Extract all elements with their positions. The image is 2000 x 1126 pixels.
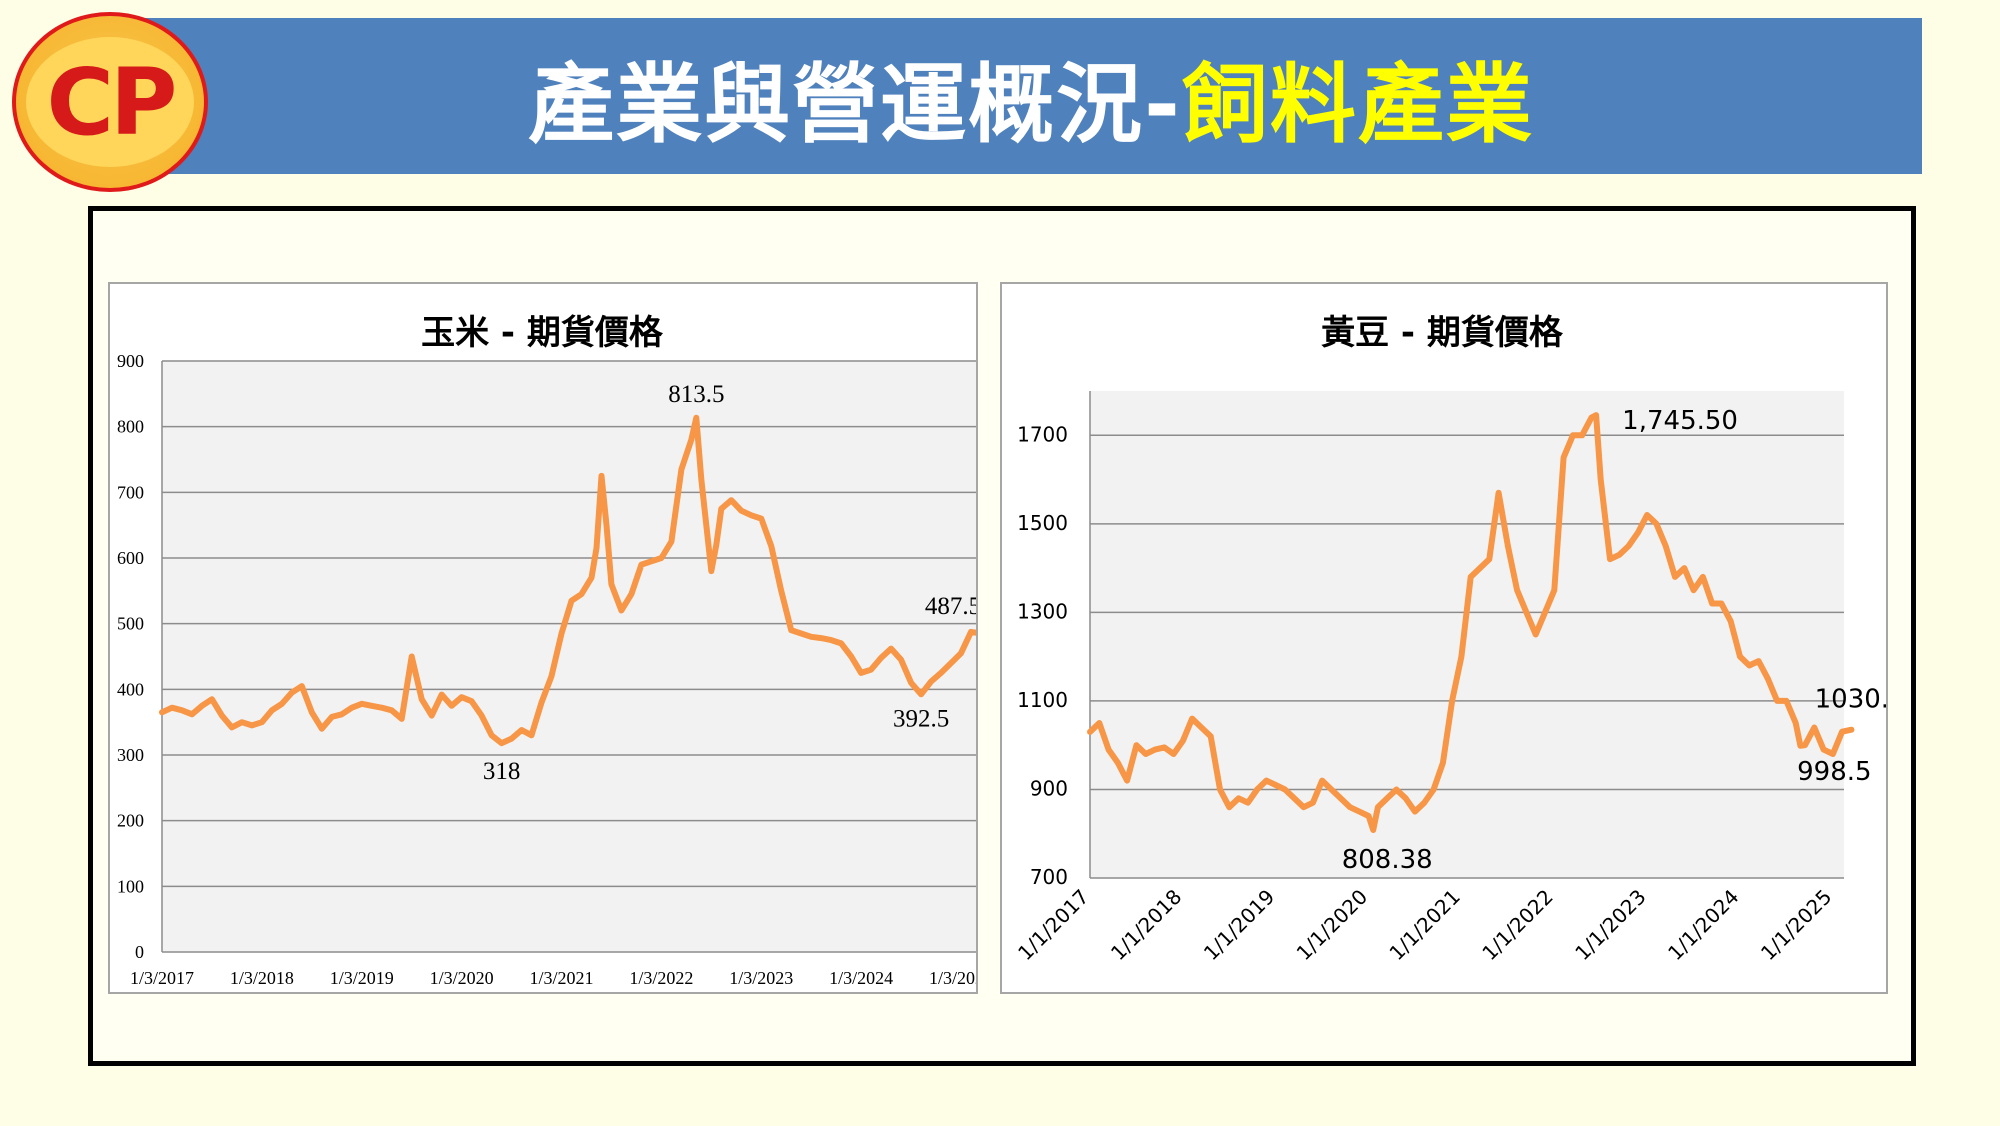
page-title: 產業與營運概況- 飼料產業 — [140, 18, 1922, 174]
x-tick-label: 1/1/2024 — [1663, 885, 1743, 965]
x-tick-label: 1/1/2022 — [1477, 885, 1557, 965]
y-tick-label: 900 — [1030, 776, 1068, 800]
x-tick-label: 1/3/2024 — [829, 968, 893, 988]
data-label: 813.5 — [668, 381, 724, 408]
y-tick-label: 200 — [117, 811, 144, 831]
y-tick-label: 700 — [117, 482, 144, 502]
y-tick-label: 1100 — [1017, 688, 1068, 712]
page-title-highlight: 飼料產業 — [1181, 54, 1534, 155]
price-series-line — [159, 414, 976, 747]
x-tick-label: 1/1/2023 — [1570, 885, 1650, 965]
price-series-line — [1087, 412, 1855, 833]
y-tick-label: 100 — [117, 876, 144, 896]
x-tick-label: 1/3/2023 — [729, 968, 793, 988]
x-tick-label: 1/3/2017 — [130, 968, 194, 988]
title-banner — [140, 18, 1922, 174]
y-tick-label: 600 — [117, 548, 144, 568]
data-label: 1030.5 — [1815, 685, 1886, 715]
x-tick-label: 1/3/2020 — [430, 968, 494, 988]
x-tick-label: 1/1/2021 — [1384, 885, 1464, 965]
x-tick-label: 1/1/2019 — [1199, 885, 1279, 965]
x-tick-label: 1/3/2018 — [230, 968, 294, 988]
y-tick-label: 900 — [117, 351, 144, 371]
y-tick-label: 300 — [117, 745, 144, 765]
x-tick-label: 1/3/2019 — [330, 968, 394, 988]
x-tick-label: 1/1/2025 — [1756, 885, 1836, 965]
plot-area — [1090, 391, 1844, 878]
x-tick-label: 1/1/2017 — [1013, 885, 1093, 965]
y-tick-label: 0 — [135, 942, 144, 962]
data-label: 998.5 — [1797, 757, 1871, 787]
y-tick-label: 700 — [1030, 865, 1068, 889]
x-tick-label: 1/1/2018 — [1106, 885, 1186, 965]
cp-logo-text: CP — [46, 48, 178, 156]
page-title-main: 產業與營運概況- — [528, 54, 1182, 155]
plot-area — [162, 361, 976, 952]
x-tick-label: 1/3/2021 — [530, 968, 594, 988]
data-label: 318 — [483, 758, 521, 785]
y-tick-label: 1500 — [1017, 511, 1068, 535]
chart-title: 玉米 - 期貨價格 — [421, 313, 664, 353]
cp-logo-badge: CP — [26, 37, 194, 167]
data-label: 1,745.50 — [1622, 406, 1738, 436]
data-label: 808.38 — [1342, 845, 1433, 875]
data-label: 487.5 — [925, 593, 976, 620]
y-tick-label: 1700 — [1017, 422, 1068, 446]
y-tick-label: 500 — [117, 614, 144, 634]
y-tick-label: 800 — [117, 417, 144, 437]
y-tick-label: 1300 — [1017, 599, 1068, 623]
data-label: 392.5 — [893, 705, 949, 732]
corn-chart-panel: 玉米 - 期貨價格 0 100 200 300 400 500 600 700 800 900 1/3… — [108, 282, 978, 994]
x-tick-label: 1/3/2022 — [629, 968, 693, 988]
y-tick-label: 400 — [117, 679, 144, 699]
x-tick-label: 1/3/2025 — [929, 968, 976, 988]
x-tick-label: 1/1/2020 — [1292, 885, 1372, 965]
corn-futures-chart: 玉米 - 期貨價格 0 100 200 300 400 500 600 700 800 900 1/3… — [117, 313, 976, 988]
chart-title: 黃豆 - 期貨價格 — [1321, 313, 1564, 353]
cp-logo: CP — [12, 12, 208, 192]
soybean-chart-panel: 黃豆 - 期貨價格 700 900 1100 1300 1500 1700 1/1/2017 1… — [1000, 282, 1888, 994]
